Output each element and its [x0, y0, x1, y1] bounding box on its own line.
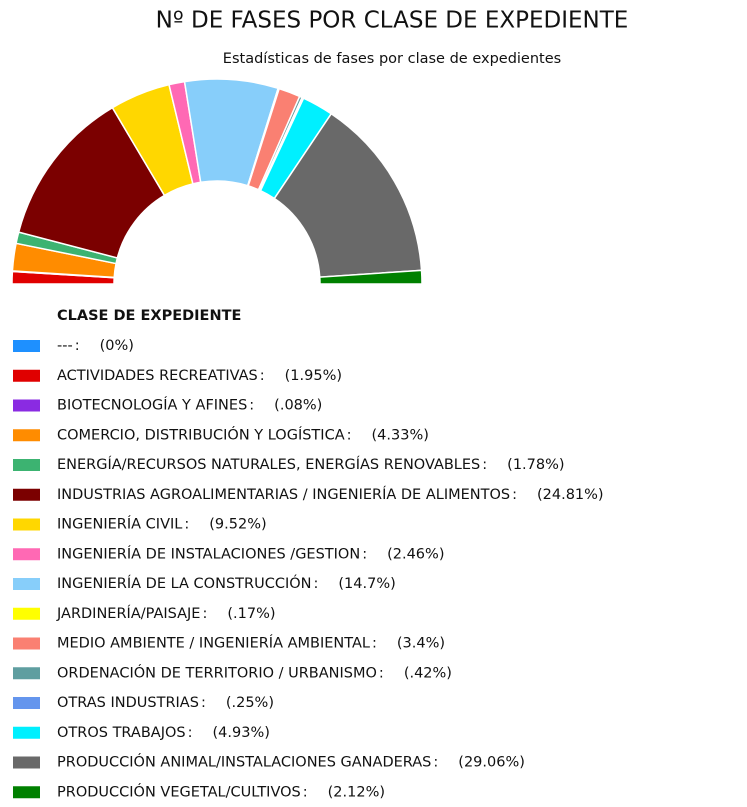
legend-separator: : — [202, 606, 207, 622]
legend-separator: : — [313, 576, 318, 592]
legend-value: (.25%) — [226, 695, 274, 711]
legend-swatch — [13, 667, 40, 680]
legend-swatch — [13, 429, 40, 442]
legend-swatch — [13, 786, 40, 799]
legend-separator: : — [433, 755, 438, 771]
legend-swatch — [13, 399, 40, 412]
legend-value: (4.33%) — [372, 427, 429, 443]
legend-value: (29.06%) — [458, 755, 525, 771]
legend-swatch — [13, 340, 40, 352]
legend-value: (1.78%) — [507, 457, 564, 473]
legend-value: (.08%) — [274, 398, 322, 414]
legend-label: INGENIERÍA CIVIL — [57, 516, 182, 533]
legend-swatch — [13, 637, 40, 650]
legend-label: INGENIERÍA DE LA CONSTRUCCIÓN — [57, 574, 311, 592]
legend-value: (2.46%) — [387, 546, 444, 562]
legend-separator: : — [379, 665, 384, 681]
legend-value: (9.52%) — [209, 517, 266, 533]
legend-label: OTRAS INDUSTRIAS — [57, 695, 199, 711]
legend-label: COMERCIO, DISTRIBUCIÓN Y LOGÍSTICA — [57, 425, 345, 443]
legend-swatch — [13, 459, 40, 471]
legend-value: (14.7%) — [338, 576, 395, 592]
legend-title: CLASE DE EXPEDIENTE — [57, 308, 241, 324]
legend-swatch — [13, 369, 40, 382]
legend-label: ACTIVIDADES RECREATIVAS — [57, 368, 258, 384]
legend-label: --- — [57, 338, 73, 354]
legend-label: OTROS TRABAJOS — [57, 725, 186, 741]
legend-value: (0%) — [100, 338, 134, 354]
legend-label: ORDENACIÓN DE TERRITORIO / URBANISMO — [57, 663, 377, 681]
legend-label: INGENIERÍA DE INSTALACIONES /GESTION — [57, 545, 360, 562]
legend-value: (1.95%) — [285, 368, 342, 384]
legend-separator: : — [362, 546, 367, 562]
legend-swatch — [13, 756, 40, 769]
legend-label: MEDIO AMBIENTE / INGENIERÍA AMBIENTAL — [57, 635, 370, 652]
legend-separator: : — [201, 695, 206, 711]
legend-label: PRODUCCIÓN ANIMAL/INSTALACIONES GANADERA… — [57, 753, 431, 771]
legend-separator: : — [75, 338, 80, 354]
legend-separator: : — [512, 487, 517, 503]
legend-value: (3.4%) — [397, 636, 445, 652]
legend-label: ENERGÍA/RECURSOS NATURALES, ENERGÍAS REN… — [57, 456, 480, 473]
legend-label: PRODUCCIÓN VEGETAL/CULTIVOS — [57, 782, 301, 800]
legend-swatch — [13, 607, 40, 620]
legend-label: INDUSTRIAS AGROALIMENTARIAS / INGENIERÍA… — [57, 486, 510, 503]
chart-subtitle: Estadísticas de fases por clase de exped… — [223, 51, 561, 67]
legend-separator: : — [347, 427, 352, 443]
legend-label: JARDINERÍA/PAISAJE — [56, 605, 200, 622]
legend-swatch — [13, 548, 40, 561]
legend-label: BIOTECNOLOGÍA Y AFINES — [57, 397, 247, 414]
legend-value: (24.81%) — [537, 487, 604, 503]
pie-slice — [318, 269, 423, 285]
legend-separator: : — [184, 517, 189, 533]
legend-separator: : — [260, 368, 265, 384]
legend-value: (.17%) — [227, 606, 275, 622]
legend-value: (2.12%) — [328, 784, 385, 800]
legend-separator: : — [188, 725, 193, 741]
legend-swatch — [13, 726, 40, 739]
legend-separator: : — [303, 784, 308, 800]
legend-swatch — [13, 578, 40, 590]
legend-value: (.42%) — [404, 665, 452, 681]
legend-value: (4.93%) — [213, 725, 270, 741]
legend-separator: : — [372, 636, 377, 652]
legend-swatch — [13, 518, 40, 531]
chart-title: Nº DE FASES POR CLASE DE EXPEDIENTE — [156, 8, 629, 34]
legend-separator: : — [249, 398, 254, 414]
legend-separator: : — [482, 457, 487, 473]
legend-swatch — [13, 697, 40, 709]
legend-swatch — [13, 488, 40, 501]
